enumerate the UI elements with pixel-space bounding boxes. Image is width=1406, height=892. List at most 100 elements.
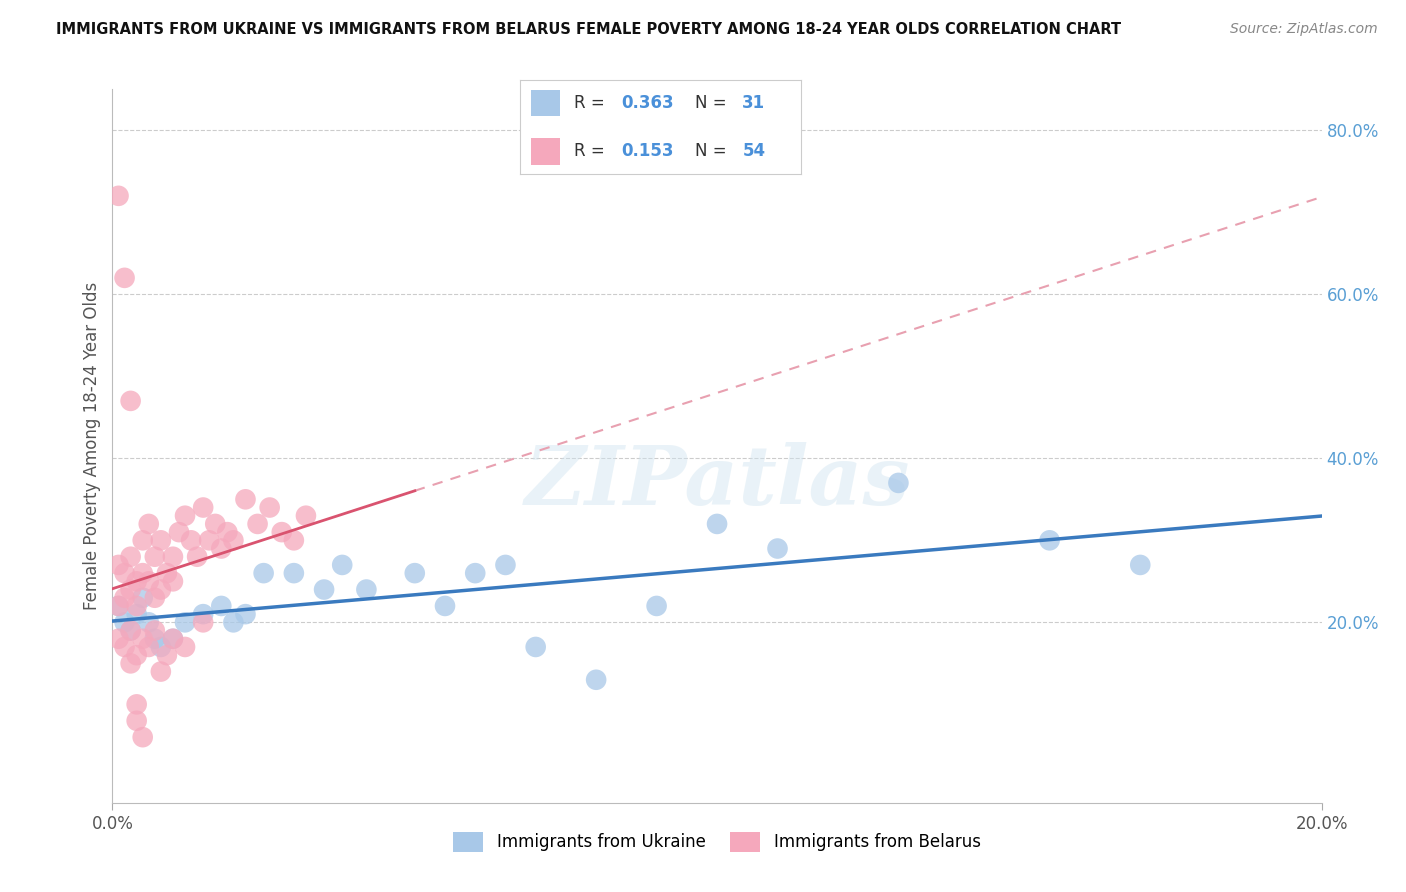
Point — [204, 516, 226, 531]
Point — [174, 615, 197, 630]
Text: R =: R = — [574, 94, 605, 112]
Point — [156, 648, 179, 662]
Point — [107, 599, 129, 613]
Point — [107, 189, 129, 203]
Point — [143, 591, 166, 605]
Bar — [531, 89, 560, 116]
Point — [138, 516, 160, 531]
Point — [132, 566, 155, 581]
Point — [246, 516, 269, 531]
Y-axis label: Female Poverty Among 18-24 Year Olds: Female Poverty Among 18-24 Year Olds — [83, 282, 101, 610]
Point — [191, 615, 214, 630]
Point — [156, 566, 179, 581]
Point — [356, 582, 378, 597]
Point — [235, 492, 257, 507]
Point — [209, 541, 232, 556]
Point — [167, 525, 190, 540]
Point — [149, 533, 172, 548]
Text: IMMIGRANTS FROM UKRAINE VS IMMIGRANTS FROM BELARUS FEMALE POVERTY AMONG 18-24 YE: IMMIGRANTS FROM UKRAINE VS IMMIGRANTS FR… — [56, 22, 1122, 37]
Legend: Immigrants from Ukraine, Immigrants from Belarus: Immigrants from Ukraine, Immigrants from… — [447, 825, 987, 859]
Point — [114, 270, 136, 285]
Point — [706, 516, 728, 531]
Point — [191, 500, 214, 515]
Point — [149, 582, 172, 597]
Point — [162, 632, 184, 646]
Point — [330, 558, 353, 572]
Point — [174, 640, 197, 654]
Point — [222, 615, 245, 630]
Point — [125, 574, 148, 589]
Point — [114, 566, 136, 581]
Text: 0.153: 0.153 — [621, 143, 673, 161]
Point — [114, 591, 136, 605]
Point — [138, 615, 160, 630]
Point — [138, 640, 160, 654]
Point — [120, 549, 142, 564]
Point — [283, 566, 305, 581]
Point — [125, 698, 148, 712]
Point — [114, 615, 136, 630]
Point — [125, 599, 148, 613]
Bar — [531, 138, 560, 164]
Point — [107, 632, 129, 646]
Point — [132, 591, 155, 605]
Text: 54: 54 — [742, 143, 765, 161]
Point — [149, 640, 172, 654]
Point — [120, 582, 142, 597]
Point — [162, 549, 184, 564]
Point — [766, 541, 789, 556]
Point — [645, 599, 668, 613]
Point — [235, 607, 257, 622]
Text: ZIPatlas: ZIPatlas — [524, 442, 910, 522]
Point — [433, 599, 456, 613]
Point — [138, 574, 160, 589]
Point — [464, 566, 486, 581]
Point — [143, 624, 166, 638]
Point — [132, 730, 155, 744]
Point — [524, 640, 547, 654]
Point — [132, 632, 155, 646]
Text: N =: N = — [695, 143, 725, 161]
Point — [107, 558, 129, 572]
Point — [143, 632, 166, 646]
Point — [209, 599, 232, 613]
Point — [114, 640, 136, 654]
Text: R =: R = — [574, 143, 605, 161]
Text: 0.363: 0.363 — [621, 94, 673, 112]
Point — [180, 533, 202, 548]
Point — [120, 393, 142, 408]
Point — [125, 714, 148, 728]
Point — [404, 566, 426, 581]
Point — [120, 657, 142, 671]
Point — [132, 533, 155, 548]
Point — [887, 475, 910, 490]
Point — [314, 582, 336, 597]
Point — [259, 500, 281, 515]
Point — [162, 632, 184, 646]
Point — [217, 525, 239, 540]
Point — [120, 624, 142, 638]
Point — [295, 508, 318, 523]
Point — [270, 525, 292, 540]
Point — [222, 533, 245, 548]
Point — [191, 607, 214, 622]
Point — [143, 549, 166, 564]
Point — [125, 607, 148, 622]
Point — [283, 533, 305, 548]
Point — [149, 665, 172, 679]
Text: 31: 31 — [742, 94, 765, 112]
Point — [1038, 533, 1062, 548]
Point — [174, 508, 197, 523]
Point — [198, 533, 221, 548]
Point — [186, 549, 208, 564]
Point — [162, 574, 184, 589]
Point — [495, 558, 517, 572]
Point — [125, 648, 148, 662]
Point — [585, 673, 607, 687]
Text: N =: N = — [695, 94, 725, 112]
Point — [1129, 558, 1152, 572]
Text: Source: ZipAtlas.com: Source: ZipAtlas.com — [1230, 22, 1378, 37]
Point — [253, 566, 276, 581]
Point — [120, 624, 142, 638]
Point — [107, 599, 129, 613]
